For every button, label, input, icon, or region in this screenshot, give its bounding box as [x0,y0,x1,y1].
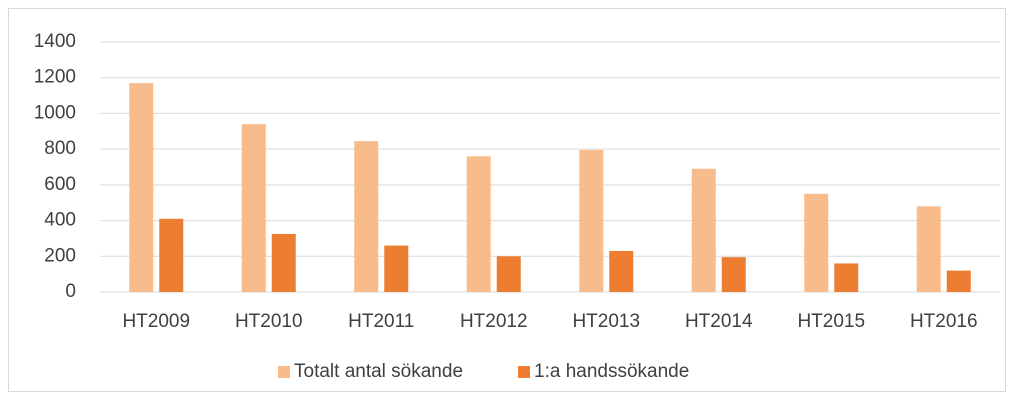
y-tick-label: 600 [44,174,76,195]
bar [271,233,296,292]
bar [916,206,941,292]
bar [354,141,379,292]
legend-swatch [518,366,530,378]
bar [384,245,409,292]
bar [129,83,154,292]
legend-label: Totalt antal sökande [294,361,463,382]
bar [804,193,829,292]
y-tick-label: 1000 [34,102,76,123]
legend-label: 1:a handssökande [534,361,689,382]
y-tick-label: 400 [44,210,76,231]
chart-frame [8,8,1006,392]
y-tick-label: 1400 [34,31,76,52]
bar [721,257,746,292]
y-tick-label: 0 [65,281,76,302]
bar [159,218,184,292]
x-tick-label: HT2010 [235,311,303,332]
x-tick-label: HT2013 [572,311,640,332]
bar [496,256,521,292]
bar [609,250,634,292]
bar [241,124,266,293]
bar [579,150,604,292]
x-tick-label: HT2012 [460,311,528,332]
legend-swatch [278,366,290,378]
x-tick-label: HT2016 [910,311,978,332]
y-tick-label: 800 [44,138,76,159]
x-tick-label: HT2011 [348,311,414,332]
bar [691,168,716,292]
x-tick-label: HT2014 [685,311,753,332]
y-tick-label: 200 [44,245,76,266]
bar [946,270,971,292]
x-tick-label: HT2009 [122,311,190,332]
x-tick-label: HT2015 [797,311,865,332]
bar [834,263,859,292]
y-tick-label: 1200 [34,67,76,88]
bar [466,156,491,292]
